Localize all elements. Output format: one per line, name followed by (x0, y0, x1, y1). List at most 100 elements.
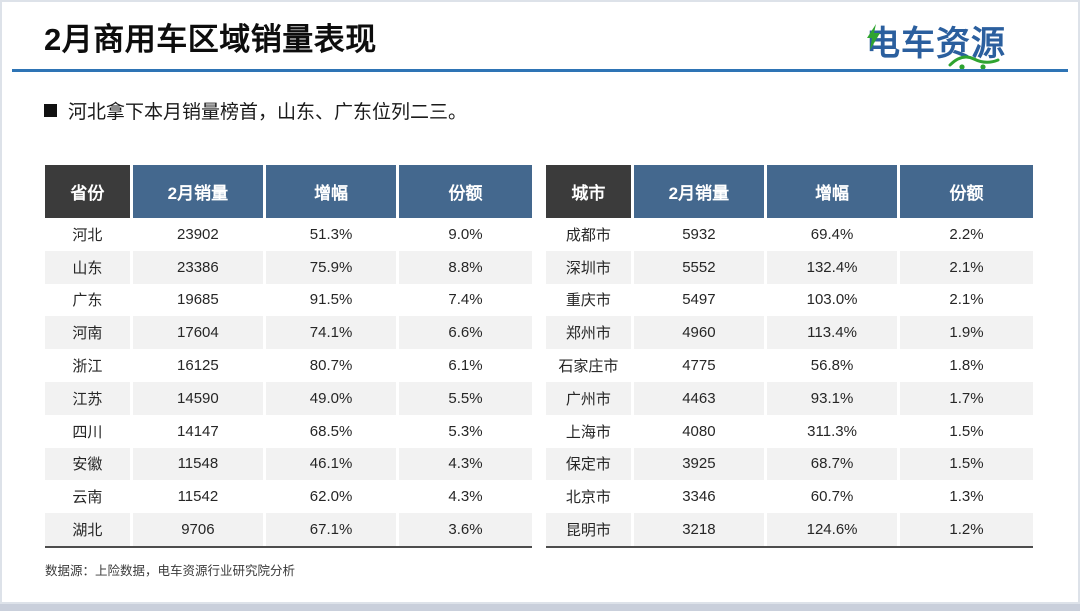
table-cell: 河南 (45, 316, 133, 350)
table-cell: 2.1% (949, 258, 984, 276)
table-cell: 124.6% (767, 513, 901, 546)
table-row: 广东 19685 91.5% 7.4% (45, 283, 532, 317)
tables-area: 省份 2月销量 增幅 份额 河北 23902 51.3% 9.0% 山东 23386 75.… (45, 165, 1033, 548)
table-cell: 浙江 (45, 349, 133, 382)
table-cell: 云南 (45, 480, 133, 514)
header-cell: 城市 (546, 165, 634, 218)
city-table: 城市 2月销量 增幅 份额 成都市 5932 69.4% 2.2% 深圳市 5552 132… (546, 165, 1033, 548)
header-cell: 份额 (900, 165, 1033, 218)
table-row: 安徽 11548 46.1% 4.3% (45, 447, 532, 481)
source-note: 数据源：上险数据，电车资源行业研究院分析 (45, 564, 296, 578)
table-cell: 江苏 (45, 381, 133, 415)
table-row: 河北 23902 51.3% 9.0% (45, 218, 532, 251)
table-cell: 广东 (45, 283, 133, 317)
table-cell: 46.1% (266, 447, 400, 481)
table-cell: 67.1% (266, 513, 400, 546)
table-cell: 昆明市 (546, 513, 634, 546)
table-row: 成都市 5932 69.4% 2.2% (546, 218, 1033, 251)
table-row: 江苏 14590 49.0% 5.5% (45, 381, 532, 415)
table-row: 昆明市 3218 124.6% 1.2% (546, 513, 1033, 546)
logo: 电车资源 (866, 16, 1036, 70)
logo-text: 电车资源 (866, 25, 1006, 63)
table-cell: 石家庄市 (546, 349, 634, 382)
bullet-line: 河北拿下本月销量榜首，山东、广东位列二三。 (44, 97, 467, 124)
table-cell: 11542 (133, 480, 267, 514)
table-cell: 4.3% (448, 488, 483, 506)
bullet-square-icon (44, 104, 57, 117)
table-cell: 51.3% (266, 218, 400, 251)
table-cell: 80.7% (266, 349, 400, 382)
table-cell: 14590 (133, 381, 267, 415)
title-underline (12, 69, 1068, 72)
table-cell: 4080 (634, 414, 768, 448)
table-cell: 安徽 (45, 447, 133, 481)
table-cell: 74.1% (266, 316, 400, 350)
table-cell: 7.4% (448, 291, 483, 309)
table-cell: 1.8% (949, 357, 984, 375)
table-cell: 3218 (634, 513, 768, 546)
table-cell: 103.0% (767, 283, 901, 317)
table-cell: 68.5% (266, 414, 400, 448)
table-cell: 深圳市 (546, 250, 634, 284)
table-row: 上海市 4080 311.3% 1.5% (546, 414, 1033, 448)
header-cell: 2月销量 (633, 165, 768, 218)
header-cell: 2月销量 (132, 165, 267, 218)
table-cell: 9706 (133, 513, 267, 546)
table-cell: 5552 (634, 250, 768, 284)
page-title: 2月商用车区域销量表现 (44, 22, 377, 57)
table-cell: 56.8% (767, 349, 901, 382)
table-cell: 3.6% (448, 521, 483, 539)
table-cell: 4463 (634, 381, 768, 415)
table-cell: 49.0% (266, 381, 400, 415)
table-cell: 1.5% (949, 422, 984, 440)
table-cell: 保定市 (546, 447, 634, 481)
header-cell: 省份 (45, 165, 133, 218)
table-cell: 山东 (45, 250, 133, 284)
table-cell: 四川 (45, 414, 133, 448)
table-cell: 23386 (133, 250, 267, 284)
table-body: 河北 23902 51.3% 9.0% 山东 23386 75.9% 8.8% 广东 19685 9… (45, 218, 532, 548)
table-cell: 75.9% (266, 250, 400, 284)
table-row: 山东 23386 75.9% 8.8% (45, 250, 532, 284)
table-cell: 23902 (133, 218, 267, 251)
table-cell: 1.3% (949, 488, 984, 506)
table-cell: 1.7% (949, 389, 984, 407)
table-cell: 广州市 (546, 381, 634, 415)
table-cell: 2.1% (949, 291, 984, 309)
table-row: 北京市 3346 60.7% 1.3% (546, 480, 1033, 514)
table-row: 深圳市 5552 132.4% 2.1% (546, 250, 1033, 284)
table-row: 湖北 9706 67.1% 3.6% (45, 513, 532, 546)
table-cell: 1.2% (949, 521, 984, 539)
table-cell: 93.1% (767, 381, 901, 415)
table-cell: 4960 (634, 316, 768, 350)
table-cell: 19685 (133, 283, 267, 317)
table-row: 四川 14147 68.5% 5.3% (45, 414, 532, 448)
table-cell: 8.8% (448, 258, 483, 276)
table-header-row: 城市 2月销量 增幅 份额 (546, 165, 1033, 218)
table-cell: 91.5% (266, 283, 400, 317)
bullet-text: 河北拿下本月销量榜首，山东、广东位列二三。 (68, 102, 468, 123)
province-table: 省份 2月销量 增幅 份额 河北 23902 51.3% 9.0% 山东 23386 75.… (45, 165, 532, 548)
table-cell: 5932 (634, 218, 768, 251)
table-row: 河南 17604 74.1% 6.6% (45, 316, 532, 350)
table-cell: 17604 (133, 316, 267, 350)
table-cell: 3925 (634, 447, 768, 481)
table-cell: 69.4% (767, 218, 901, 251)
table-cell: 2.2% (949, 225, 984, 243)
table-cell: 6.1% (448, 357, 483, 375)
table-cell: 北京市 (546, 480, 634, 514)
table-cell: 60.7% (767, 480, 901, 514)
table-cell: 郑州市 (546, 316, 634, 350)
table-cell: 9.0% (448, 225, 483, 243)
header-cell: 增幅 (266, 165, 400, 218)
table-cell: 1.5% (949, 455, 984, 473)
table-cell: 5497 (634, 283, 768, 317)
car-icon (948, 55, 1000, 70)
table-cell: 68.7% (767, 447, 901, 481)
header-cell: 增幅 (767, 165, 901, 218)
table-header-row: 省份 2月销量 增幅 份额 (45, 165, 532, 218)
table-cell: 62.0% (266, 480, 400, 514)
table-cell: 上海市 (546, 414, 634, 448)
table-cell: 河北 (45, 218, 133, 251)
table-row: 郑州市 4960 113.4% 1.9% (546, 316, 1033, 350)
